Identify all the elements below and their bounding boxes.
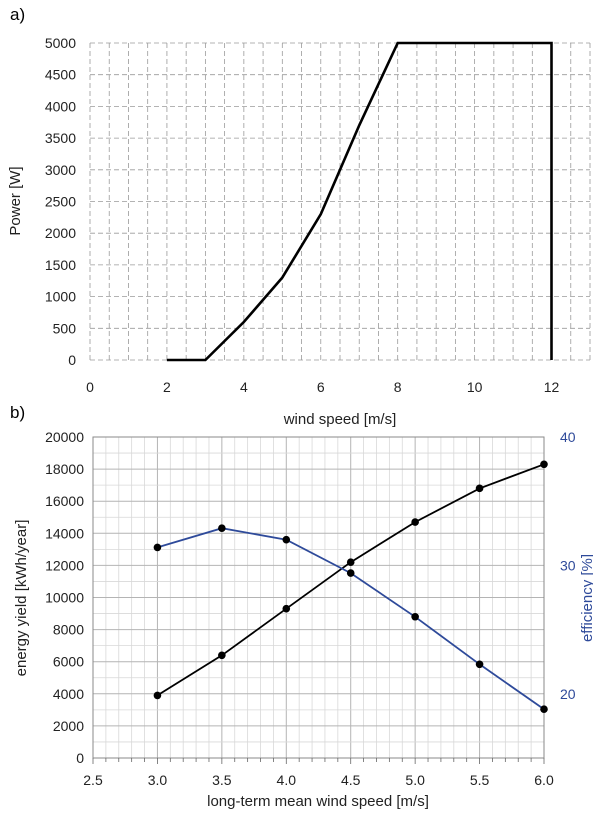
x-tick-label: 3.0 — [148, 772, 168, 788]
y-tick-label: 5000 — [45, 35, 76, 51]
y-tick-label: 4000 — [45, 98, 76, 114]
y-tick-label: 16000 — [45, 493, 84, 509]
x-tick-label: 2 — [163, 379, 171, 395]
y-tick-label: 1500 — [45, 257, 76, 273]
efficiency-point — [540, 705, 548, 714]
energy-yield-point — [475, 484, 484, 493]
y-tick-label: 14000 — [45, 525, 84, 541]
y-tick-label: 2000 — [53, 718, 84, 734]
y-tick-label: 2500 — [45, 194, 76, 210]
energy-yield-point — [346, 558, 355, 566]
y-tick-label: 20000 — [45, 429, 84, 445]
power-curve-line — [166, 41, 553, 362]
power-curve-chart: 0 2 4 6 8 10 12 0 500 1000 1500 2000 2500 3000 3500 40… — [7, 35, 591, 428]
x-tick-label: 0 — [86, 379, 94, 395]
y2-tick-labels: 20 30 40 — [560, 429, 576, 702]
y-tick-label: 3500 — [45, 130, 76, 146]
y-axis-label: Power [W] — [7, 166, 24, 235]
y2-tick-label: 20 — [560, 686, 576, 702]
y-tick-label: 1000 — [45, 289, 76, 305]
y-tick-label: 4000 — [53, 686, 84, 702]
energy-yield-point — [153, 691, 162, 700]
y-tick-label: 4500 — [45, 67, 76, 83]
y-tick-label: 6000 — [53, 654, 84, 670]
y-tick-label: 0 — [68, 352, 76, 368]
x-axis-label: long-term mean wind speed [m/s] — [207, 793, 429, 810]
x-tick-label: 5.0 — [405, 772, 425, 788]
y-tick-label: 0 — [76, 750, 84, 766]
energy-yield-point — [218, 651, 226, 660]
y-tick-label: 500 — [53, 320, 77, 336]
plot-frame — [92, 436, 545, 759]
energy-efficiency-chart: 2.5 3.0 3.5 4.0 4.5 5.0 5.5 6.0 0 2000 4000 6000 80… — [13, 429, 593, 810]
x-tick-label: 5.5 — [470, 772, 490, 788]
y2-axis-label: efficiency [%] — [579, 554, 593, 642]
y-tick-label: 12000 — [45, 557, 84, 573]
y-tick-label: 8000 — [53, 622, 84, 638]
y-tick-labels: 0 500 1000 1500 2000 2500 3000 3500 4000 4500 5000 — [45, 35, 76, 368]
x-tick-label: 3.5 — [212, 772, 232, 788]
panel-b-label: b) — [10, 403, 25, 422]
efficiency-point — [475, 660, 484, 669]
x-tick-label: 6.0 — [534, 772, 554, 788]
y2-tick-label: 40 — [560, 429, 576, 445]
energy-yield-point — [282, 604, 291, 613]
panel-a-label: a) — [10, 5, 25, 24]
efficiency-point — [218, 524, 226, 532]
energy-yield-point — [540, 460, 548, 469]
grid — [92, 436, 545, 764]
x-tick-label: 4.5 — [341, 772, 361, 788]
y-tick-label: 2000 — [45, 225, 76, 241]
y-tick-label: 18000 — [45, 461, 84, 477]
efficiency-point — [282, 535, 291, 544]
x-tick-label: 4.0 — [277, 772, 297, 788]
x-tick-label: 4 — [240, 379, 248, 395]
efficiency-point — [346, 569, 355, 577]
y-tick-label: 10000 — [45, 590, 84, 606]
efficiency-point — [411, 612, 419, 621]
plot-area — [153, 460, 548, 714]
x-tick-labels: 0 2 4 6 8 10 12 — [86, 379, 559, 395]
plot-area — [166, 41, 553, 362]
x-tick-label: 6 — [317, 379, 325, 395]
y-tick-label: 3000 — [45, 162, 76, 178]
x-tick-label: 2.5 — [83, 772, 103, 788]
y-tick-labels: 0 2000 4000 6000 8000 10000 12000 14000 16000 180… — [45, 429, 84, 766]
x-axis-label: wind speed [m/s] — [283, 411, 397, 428]
grid — [89, 42, 591, 361]
y2-tick-label: 30 — [560, 557, 576, 573]
y-axis-label: energy yield [kWh/year] — [13, 520, 30, 677]
x-tick-label: 12 — [544, 379, 560, 395]
efficiency-point — [153, 543, 162, 552]
x-tick-label: 8 — [394, 379, 402, 395]
x-tick-label: 10 — [467, 379, 483, 395]
energy-yield-point — [411, 518, 419, 526]
x-tick-labels: 2.5 3.0 3.5 4.0 4.5 5.0 5.5 6.0 — [83, 772, 554, 788]
